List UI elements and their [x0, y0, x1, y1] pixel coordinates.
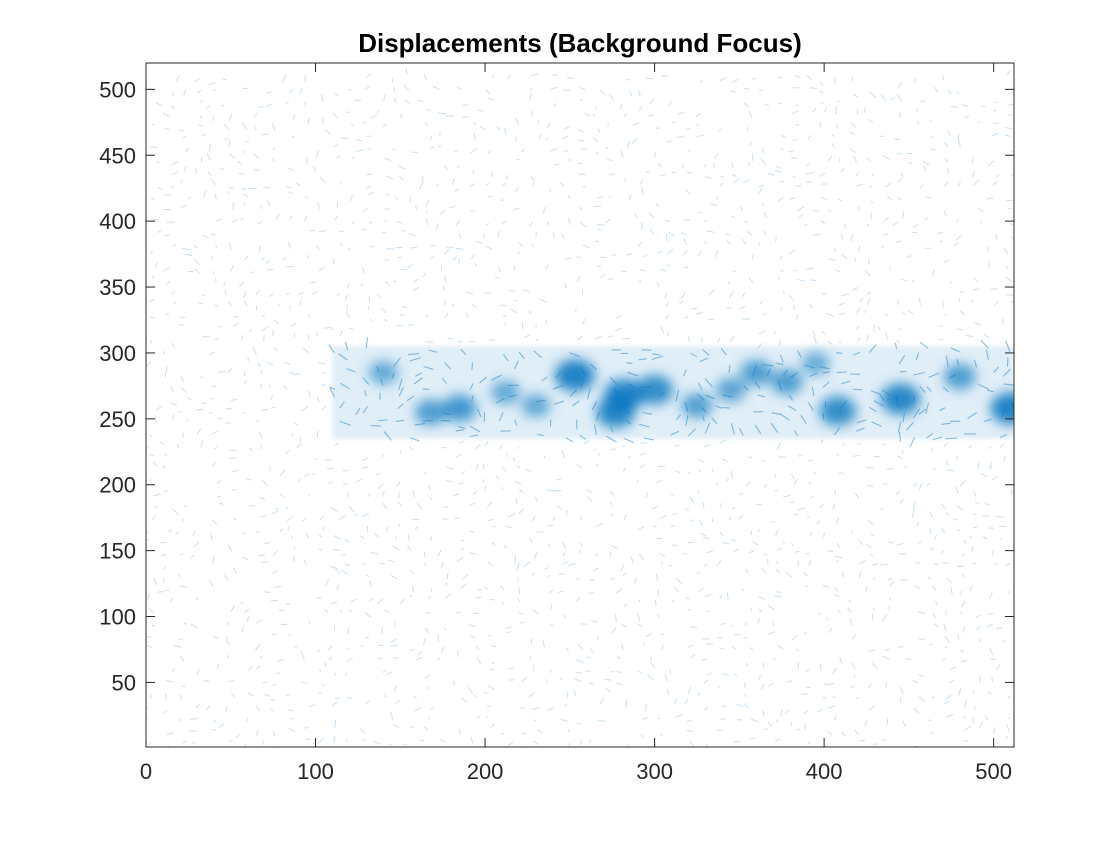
y-axis: 50 100 150 200 250 300 350 400 450 500 — [99, 77, 1014, 695]
x-tick-label: 400 — [806, 759, 843, 784]
x-tick-label: 500 — [975, 759, 1012, 784]
hotspot-12 — [681, 393, 713, 419]
hotspot-0 — [554, 359, 595, 392]
y-tick-label: 350 — [99, 275, 136, 300]
x-tick-label: 200 — [467, 759, 504, 784]
vector-field-background — [146, 68, 1014, 747]
y-tick-label: 50 — [112, 670, 136, 695]
hotspot-layer — [368, 352, 1014, 428]
y-tick-label: 400 — [99, 209, 136, 234]
y-tick-label: 150 — [99, 539, 136, 564]
chart-title: Displacements (Background Focus) — [358, 28, 802, 58]
y-tick-label: 200 — [99, 473, 136, 498]
axes-box — [145, 62, 1015, 748]
y-tick-label: 500 — [99, 77, 136, 102]
x-axis: 0 100 200 300 400 500 — [140, 63, 1012, 784]
hotspot-9 — [368, 361, 398, 385]
x-tick-label: 100 — [297, 759, 334, 784]
hotspot-2 — [596, 396, 636, 428]
x-tick-label: 300 — [636, 759, 673, 784]
hotspot-11 — [770, 369, 803, 395]
hotspot-13 — [715, 377, 746, 402]
hotspot-15 — [490, 380, 520, 405]
hotspot-14 — [943, 363, 976, 390]
plot-area — [146, 63, 1014, 747]
hotspot-7 — [442, 394, 477, 422]
hotspot-4 — [880, 383, 920, 415]
hotspot-10 — [740, 359, 773, 386]
y-tick-label: 250 — [99, 407, 136, 432]
hotspot-17 — [801, 352, 830, 375]
hotspot-6 — [819, 396, 857, 426]
hotspot-3 — [636, 375, 674, 405]
hotspot-8 — [414, 399, 447, 426]
hotspot-16 — [521, 394, 551, 418]
y-tick-label: 450 — [99, 143, 136, 168]
y-tick-label: 300 — [99, 341, 136, 366]
y-tick-label: 100 — [99, 605, 136, 630]
hotspot-5 — [990, 392, 1014, 425]
x-tick-label: 0 — [140, 759, 152, 784]
